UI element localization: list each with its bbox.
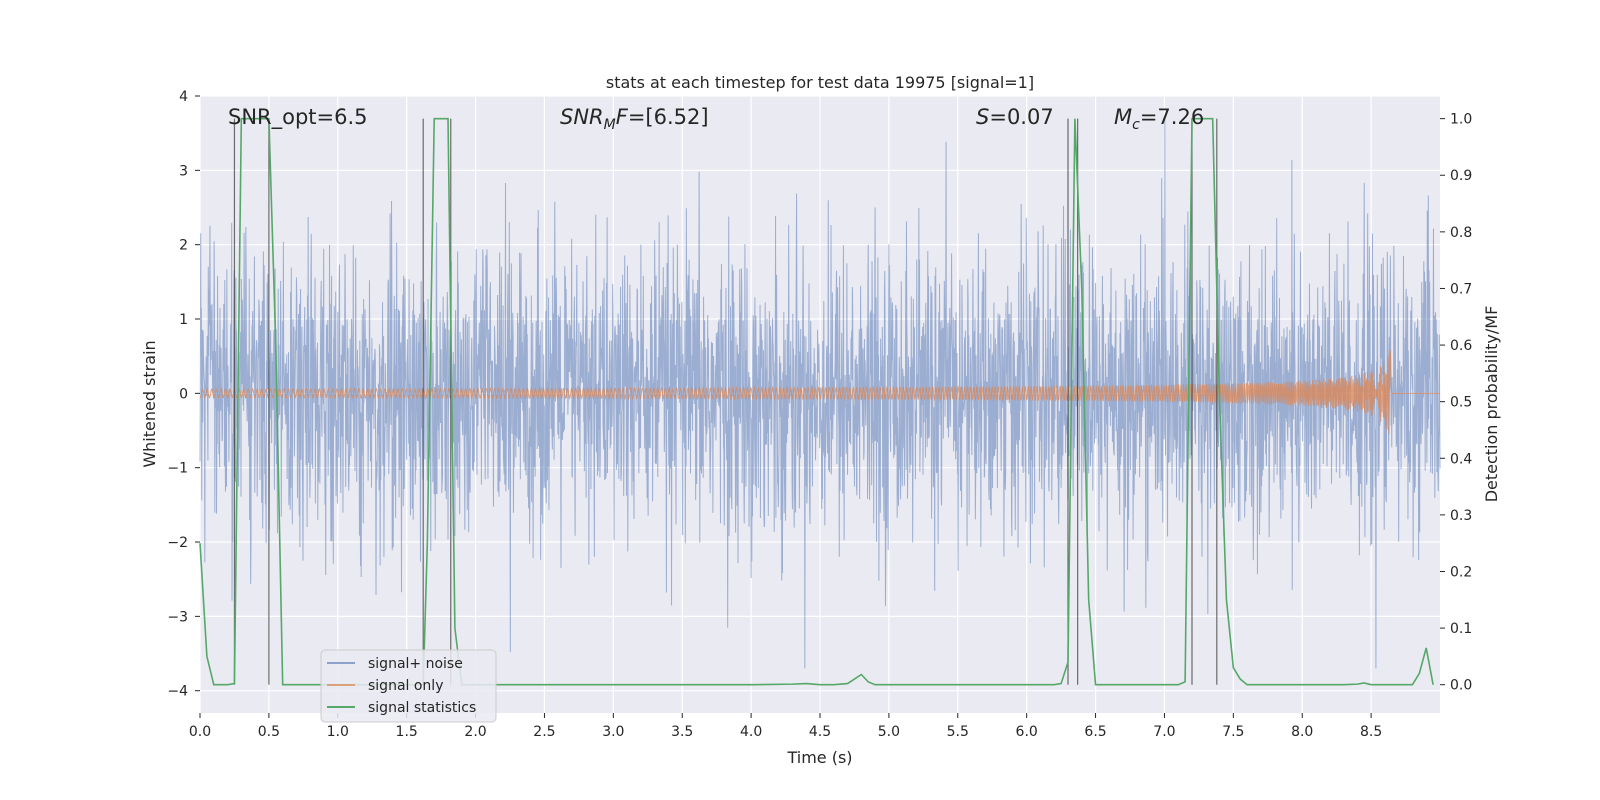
mc-symbol: M: [1114, 105, 1132, 129]
y2-tick-label: 0.8: [1450, 225, 1472, 241]
vertical-markers: [233, 118, 1218, 685]
x-tick-label: 1.5: [396, 724, 418, 740]
y-tick-label: −3: [167, 609, 188, 625]
chart-title: stats at each timestep for test data 199…: [606, 73, 1034, 92]
series-signal-noise: [199, 118, 1441, 669]
snr-mf-subscript: M: [604, 117, 616, 133]
y2-tick-label: 0.4: [1450, 451, 1472, 467]
y-tick-label: 2: [179, 238, 188, 254]
y-tick-label: 4: [179, 89, 188, 105]
mc-value: =7.26: [1140, 105, 1204, 129]
y2-tick-label: 0.1: [1450, 621, 1472, 637]
x-tick-label: 2.0: [464, 724, 486, 740]
x-axis-ticks: 0.0 0.5 1.0 1.5 2.0 2.5 3.0 3.5 4.0 4.5 5.0 5.5 6.0 6…: [189, 713, 1382, 740]
x-tick-label: 3.5: [671, 724, 693, 740]
y2-tick-label: 0.5: [1450, 395, 1472, 411]
legend-label-signal: signal only: [368, 678, 443, 694]
x-tick-label: 7.5: [1222, 724, 1244, 740]
y-tick-label: 1: [179, 312, 188, 328]
x-tick-label: 6.5: [1084, 724, 1106, 740]
legend-label-stats: signal statistics: [368, 700, 476, 716]
y2-tick-label: 0.0: [1450, 678, 1472, 694]
y2-tick-label: 1.0: [1450, 112, 1472, 128]
x-axis-label: Time (s): [786, 748, 852, 767]
y2-tick-label: 0.3: [1450, 508, 1472, 524]
x-tick-label: 5.5: [947, 724, 969, 740]
x-tick-label: 4.0: [740, 724, 762, 740]
mc-subscript: c: [1132, 117, 1140, 133]
x-tick-label: 8.0: [1291, 724, 1313, 740]
y-tick-label: −1: [167, 461, 188, 477]
snr-mf-symbol: SNR: [560, 105, 604, 129]
y2-tick-label: 0.7: [1450, 281, 1472, 297]
y2-axis-label: Detection probability/MF: [1482, 306, 1501, 503]
snr-mf-value: =[6.52]: [628, 105, 709, 129]
chirp-line: [199, 350, 1440, 435]
y-axis-ticks: 4 3 2 1 0 −1 −2 −3 −4: [167, 89, 200, 700]
noise-line: [199, 118, 1441, 669]
y-tick-label: −4: [167, 684, 188, 700]
legend-label-noise: signal+ noise: [368, 656, 463, 672]
x-tick-label: 7.0: [1153, 724, 1175, 740]
x-tick-label: 8.5: [1360, 724, 1382, 740]
annotation-mc: Mc=7.26: [1114, 105, 1204, 133]
annotation-snr-mf: SNRMF=[6.52]: [560, 105, 709, 133]
annotation-s: S=0.07: [976, 105, 1054, 129]
x-tick-label: 0.0: [189, 724, 211, 740]
annotation-snr-opt: SNR_opt=6.5: [228, 105, 368, 130]
y-tick-label: 0: [179, 386, 188, 402]
y2-tick-label: 0.9: [1450, 168, 1472, 184]
y2-tick-label: 0.2: [1450, 564, 1472, 580]
y-tick-label: 3: [179, 163, 188, 179]
x-tick-label: 0.5: [258, 724, 280, 740]
x-tick-label: 4.5: [809, 724, 831, 740]
s-value: =0.07: [989, 105, 1053, 129]
y2-tick-label: 0.6: [1450, 338, 1472, 354]
x-tick-label: 1.0: [327, 724, 349, 740]
legend: signal+ noise signal only signal statist…: [320, 649, 497, 723]
x-tick-label: 5.0: [878, 724, 900, 740]
y-axis-label: Whitened strain: [140, 340, 159, 467]
series-signal-statistics: [199, 117, 1434, 686]
series-signal-only: [199, 350, 1440, 435]
legend-box: [320, 649, 497, 723]
x-tick-label: 2.5: [533, 724, 555, 740]
y2-axis-ticks: 1.0 0.9 0.8 0.7 0.6 0.5 0.4 0.3 0.2 0.1 0.0: [1440, 112, 1472, 694]
statistics-line: [199, 117, 1434, 686]
x-tick-label: 3.0: [602, 724, 624, 740]
x-tick-label: 6.0: [1016, 724, 1038, 740]
s-symbol: S: [976, 105, 989, 129]
y-tick-label: −2: [167, 535, 188, 551]
snr-mf-f: F: [616, 105, 629, 129]
